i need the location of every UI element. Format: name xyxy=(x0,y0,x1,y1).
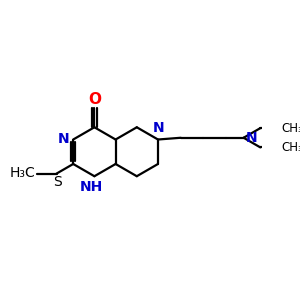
Text: NH: NH xyxy=(80,180,104,194)
Text: S: S xyxy=(53,175,62,189)
Text: N: N xyxy=(245,131,257,145)
Text: CH₃: CH₃ xyxy=(281,141,300,154)
Text: H₃C: H₃C xyxy=(10,166,36,180)
Text: N: N xyxy=(58,132,70,145)
Text: O: O xyxy=(88,92,101,107)
Text: N: N xyxy=(153,121,165,135)
Text: CH₃: CH₃ xyxy=(281,122,300,135)
